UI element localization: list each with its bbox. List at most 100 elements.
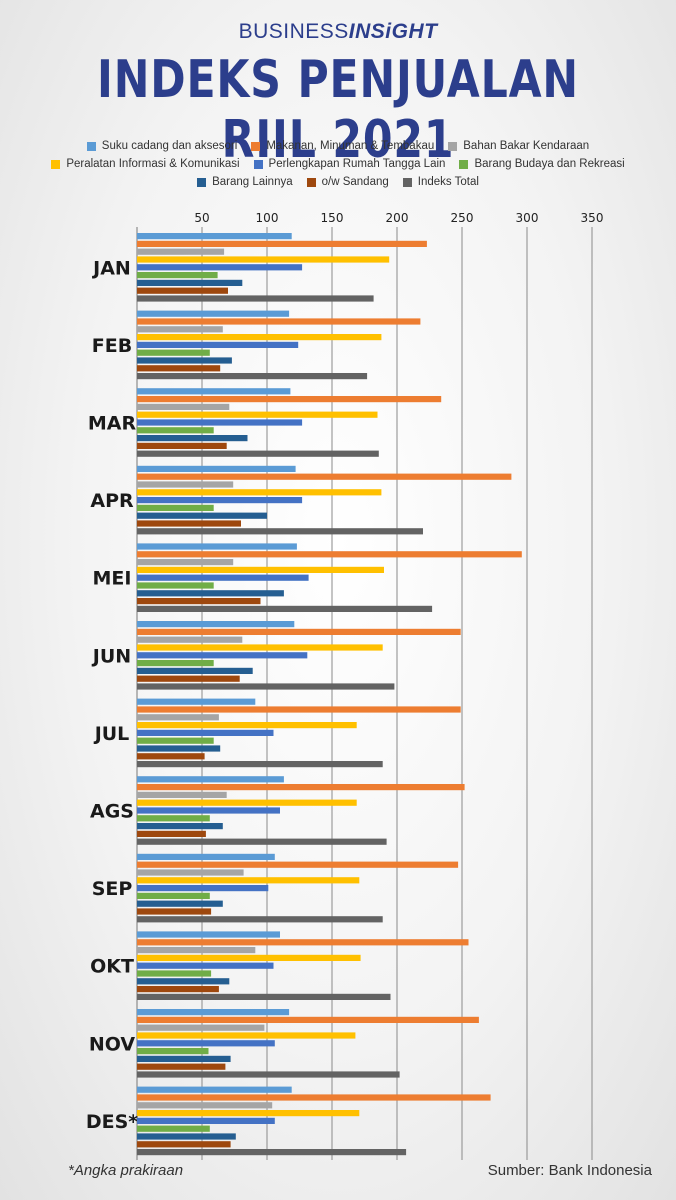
category-label: MEI: [93, 568, 132, 590]
bar: [137, 435, 248, 442]
bar: [137, 1125, 210, 1132]
bar: [137, 528, 423, 535]
bar: [137, 334, 382, 341]
bar: [137, 373, 368, 380]
legend-row: Barang Lainnya o/w Sandang Indeks Total: [0, 176, 676, 188]
bar: [137, 706, 461, 713]
bar: [137, 365, 221, 372]
bar: [137, 799, 357, 806]
legend-item: Barang Lainnya: [197, 176, 293, 188]
bar: [137, 869, 244, 876]
bar: [137, 660, 214, 667]
bar: [137, 574, 309, 581]
legend-item: Suku cadang dan aksesori: [86, 140, 238, 152]
source-note: Sumber: Bank Indonesia: [487, 1162, 652, 1179]
bar: [137, 1063, 226, 1070]
bar: [137, 823, 223, 830]
bar: [137, 1110, 360, 1117]
bar: [137, 427, 214, 434]
bar: [137, 892, 210, 899]
legend-item: Barang Budaya dan Rekreasi: [459, 158, 625, 170]
bar: [137, 310, 290, 317]
bar: [137, 512, 267, 519]
category-label: JAN: [91, 257, 131, 279]
category-label: APR: [90, 490, 134, 512]
bar: [137, 667, 253, 674]
bar: [137, 504, 214, 511]
bar: [137, 396, 442, 403]
bar: [137, 1102, 273, 1109]
bar: [137, 497, 303, 504]
bar: [137, 1071, 400, 1078]
bar: [137, 605, 433, 612]
bar: [137, 442, 227, 449]
bar: [137, 295, 374, 302]
legend-item: o/w Sandang: [306, 176, 389, 188]
bar: [137, 807, 280, 814]
legend-item: Perlengkapan Rumah Tangga Lain: [253, 158, 445, 170]
legend-swatch: [51, 159, 61, 169]
bar: [137, 675, 240, 682]
bar: [137, 473, 512, 480]
bar: [137, 279, 243, 286]
bar: [137, 714, 219, 721]
legend-row: Suku cadang dan aksesori Makanan, Minuman…: [0, 140, 676, 152]
bar: [137, 698, 256, 705]
legend-label: Peralatan Informasi & Komunikasi: [66, 158, 240, 170]
bar: [137, 1055, 231, 1062]
bar: [137, 885, 269, 892]
bar: [137, 791, 227, 798]
bar: [137, 590, 284, 597]
x-tick-label: 150: [321, 211, 344, 225]
bar: [137, 784, 465, 791]
bar: [137, 683, 395, 690]
bar: [137, 1117, 275, 1124]
category-label: JUN: [91, 645, 131, 667]
bar: [137, 993, 391, 1000]
bar: [137, 264, 303, 271]
legend-swatch: [459, 159, 469, 169]
legend-swatch: [306, 177, 316, 187]
x-tick-label: 300: [516, 211, 539, 225]
bar: [137, 349, 210, 356]
bar: [137, 628, 461, 635]
category-label: SEP: [92, 878, 133, 900]
bar: [137, 729, 274, 736]
category-label: FEB: [92, 335, 132, 357]
legend-label: Bahan Bakar Kendaraan: [463, 140, 590, 152]
brand-logo: BUSINESSINSiGHT: [0, 20, 676, 44]
category-label: DES*: [86, 1111, 138, 1133]
bar: [137, 582, 214, 589]
bar: [137, 916, 383, 923]
bar: [137, 1149, 407, 1156]
bar: [137, 652, 308, 659]
bar: [137, 947, 256, 954]
legend-row: Peralatan Informasi & Komunikasi Perlengk…: [0, 158, 676, 170]
bar: [137, 287, 228, 294]
legend-item: Bahan Bakar Kendaraan: [448, 140, 589, 152]
bar: [137, 776, 284, 783]
bar: [137, 636, 243, 643]
x-tick-label: 100: [256, 211, 279, 225]
legend-item: Indeks Total: [402, 176, 479, 188]
bar: [137, 559, 234, 566]
legend-swatch: [251, 141, 261, 151]
footnote: *Angka prakiraan: [68, 1162, 184, 1179]
bar: [137, 1048, 209, 1055]
brand-part-1: BUSINESS: [238, 20, 349, 43]
bar: [137, 318, 421, 325]
legend-swatch: [253, 159, 263, 169]
bar: [137, 838, 387, 845]
legend-label: Suku cadang dan aksesori: [101, 140, 238, 152]
x-tick-label: 350: [581, 211, 604, 225]
bar: [137, 644, 383, 651]
category-label: MAR: [88, 413, 137, 435]
bar: [137, 598, 261, 605]
bar: [137, 1040, 275, 1047]
bar: [137, 465, 296, 472]
bar: [137, 1009, 290, 1016]
chart-title: INDEKS PENJUALAN RIIL 2021: [97, 50, 579, 170]
brand-part-2: INSiGHT: [348, 20, 438, 43]
bar: [137, 1094, 491, 1101]
bar: [137, 1024, 265, 1031]
